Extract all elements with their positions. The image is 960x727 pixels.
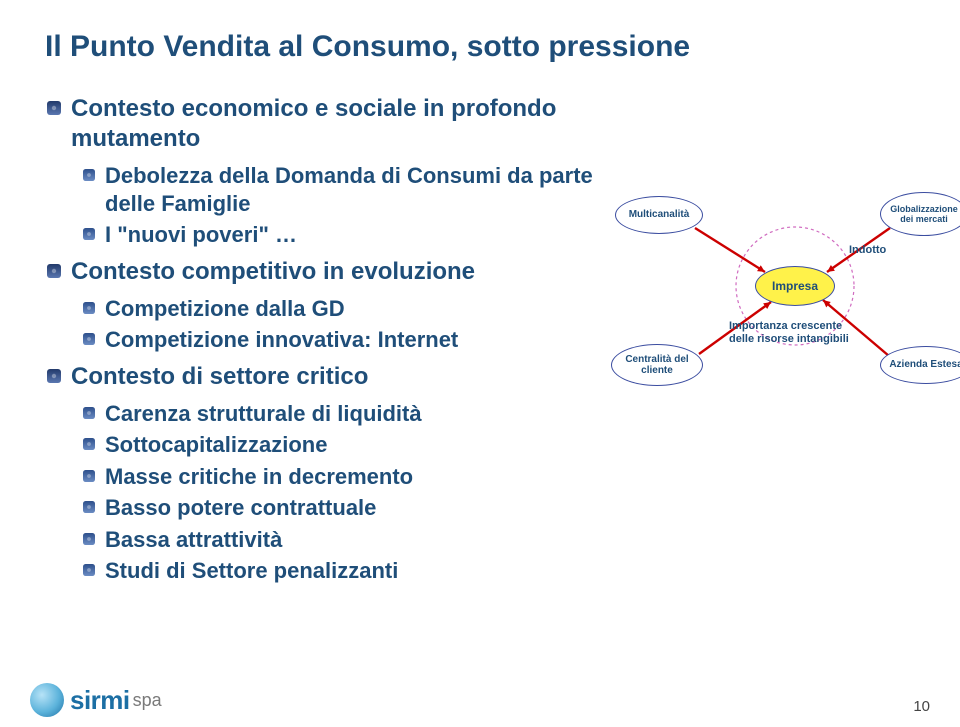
bullet-level1: Contesto competitivo in evoluzione (47, 257, 605, 287)
bullet-text: Contesto competitivo in evoluzione (71, 257, 475, 287)
bullet-icon (47, 264, 61, 278)
bullet-text: Sottocapitalizzazione (105, 431, 327, 459)
bullet-text: Contesto economico e sociale in profondo… (71, 94, 605, 154)
diagram-tag: delle risorse intangibili (729, 333, 849, 345)
bullet-level2: I "nuovi poveri" … (83, 221, 605, 249)
bullets-column: Contesto economico e sociale in profondo… (45, 86, 605, 589)
bullet-icon (83, 301, 95, 313)
logo-mark-icon (30, 683, 64, 717)
page-number: 10 (913, 698, 930, 715)
bullet-icon (47, 101, 61, 115)
logo: sirmi spa (30, 683, 162, 717)
bullet-icon (83, 500, 95, 512)
bullet-level2: Studi di Settore penalizzanti (83, 557, 605, 585)
slide: Il Punto Vendita al Consumo, sotto press… (0, 0, 960, 727)
bullet-icon (83, 227, 95, 239)
bullet-icon (83, 168, 95, 180)
bullet-text: Carenza strutturale di liquidità (105, 400, 422, 428)
bullet-level2: Carenza strutturale di liquidità (83, 400, 605, 428)
diagram-column: ImpresaMulticanalitàGlobalizzazione dei … (605, 86, 915, 589)
content-row: Contesto economico e sociale in profondo… (45, 86, 915, 589)
bullet-level2: Bassa attrattività (83, 526, 605, 554)
bullet-icon (83, 532, 95, 544)
bullet-text: Debolezza della Domanda di Consumi da pa… (105, 162, 605, 217)
bullet-level2: Competizione dalla GD (83, 295, 605, 323)
diagram-arrow (689, 222, 771, 278)
bullet-icon (83, 332, 95, 344)
bullet-level2: Sottocapitalizzazione (83, 431, 605, 459)
bullet-text: Competizione dalla GD (105, 295, 345, 323)
bullet-icon (83, 563, 95, 575)
diagram-node-globalizzazione: Globalizzazione dei mercati (880, 192, 960, 236)
diagram-tag: Importanza crescente (729, 320, 842, 332)
bullet-icon (83, 406, 95, 418)
bullet-text: Bassa attrattività (105, 526, 282, 554)
bullet-level2: Masse critiche in decremento (83, 463, 605, 491)
bullet-level2: Basso potere contrattuale (83, 494, 605, 522)
diagram-node-multicanalita: Multicanalità (615, 196, 703, 234)
bullet-level2: Debolezza della Domanda di Consumi da pa… (83, 162, 605, 217)
logo-suffix: spa (133, 690, 162, 711)
bullet-level1: Contesto di settore critico (47, 362, 605, 392)
logo-brand: sirmi (70, 685, 130, 716)
diagram-center-node: Impresa (755, 266, 835, 306)
diagram-tag: Indotto (849, 244, 886, 256)
bullet-text: I "nuovi poveri" … (105, 221, 297, 249)
bullet-text: Studi di Settore penalizzanti (105, 557, 398, 585)
diagram: ImpresaMulticanalitàGlobalizzazione dei … (605, 196, 960, 446)
page-title: Il Punto Vendita al Consumo, sotto press… (45, 30, 915, 64)
bullet-icon (47, 369, 61, 383)
bullet-text: Contesto di settore critico (71, 362, 368, 392)
bullet-text: Competizione innovativa: Internet (105, 326, 458, 354)
diagram-node-azienda: Azienda Estesa (880, 346, 960, 384)
bullet-icon (83, 469, 95, 481)
diagram-node-centralita: Centralità del cliente (611, 344, 703, 386)
bullet-level2: Competizione innovativa: Internet (83, 326, 605, 354)
bullet-text: Basso potere contrattuale (105, 494, 376, 522)
bullet-text: Masse critiche in decremento (105, 463, 413, 491)
bullet-icon (83, 437, 95, 449)
bullet-level1: Contesto economico e sociale in profondo… (47, 94, 605, 154)
